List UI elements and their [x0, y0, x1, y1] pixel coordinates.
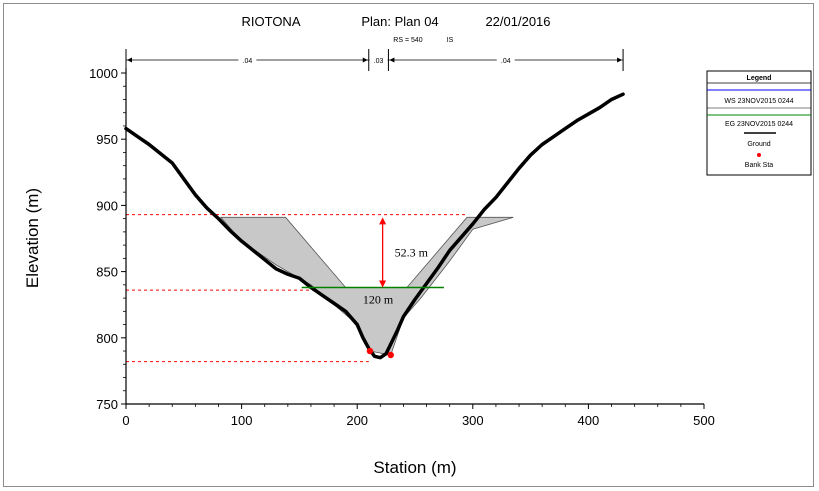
legend-ws-label: WS 23NOV2015 0244	[724, 98, 793, 105]
x-tick-label: 200	[346, 413, 368, 428]
x-axis-label: Station (m)	[373, 458, 456, 477]
legend-ground-label: Ground	[747, 141, 770, 148]
header-is-label: IS	[447, 37, 454, 44]
chart-frame	[3, 3, 814, 487]
manning-bracket: .04 .03 .04	[125, 49, 624, 71]
legend-bank-label: Bank Sta	[745, 162, 774, 169]
annotations: 52.3 m 120 m	[363, 217, 429, 306]
ground-series-line	[124, 92, 625, 360]
legend: Legend WS 23NOV2015 0244 EG 23NOV2015 02…	[706, 70, 812, 176]
x-tick-label: 100	[231, 413, 253, 428]
y-tick-label: 750	[96, 397, 118, 412]
manning-label-bg	[496, 55, 515, 64]
manning-arrowhead	[389, 57, 395, 63]
y-tick-label: 950	[96, 132, 118, 147]
manning-label-bg	[238, 55, 257, 64]
bank-station-point	[366, 347, 374, 355]
x-tick-label: 400	[578, 413, 600, 428]
height-annotation-label: 52.3 m	[395, 245, 429, 259]
header-rs-label: RS = 540	[393, 37, 422, 44]
header-project: RIOTONA	[242, 14, 301, 29]
manning-label: .04	[501, 58, 511, 65]
manning-arrowhead	[362, 57, 368, 63]
header-plan: Plan: Plan 04	[361, 14, 438, 29]
y-axis-label: Elevation (m)	[23, 188, 42, 288]
y-tick-label: 1000	[89, 66, 118, 81]
width-annotation-label: 120 m	[363, 292, 394, 306]
legend-eg-label: EG 23NOV2015 0244	[725, 121, 793, 128]
x-tick-label: 300	[462, 413, 484, 428]
fill-area	[219, 216, 514, 356]
x-tick-label: 500	[693, 413, 715, 428]
legend-bank-swatch	[757, 153, 761, 157]
manning-arrowhead	[127, 57, 132, 63]
legend-box	[706, 70, 812, 176]
y-tick-label: 850	[96, 265, 118, 280]
legend-title: Legend	[747, 75, 772, 82]
bank-stations	[366, 347, 394, 359]
y-tick-label: 900	[96, 198, 118, 213]
manning-label-bg	[369, 55, 388, 64]
height-arrow-head-top	[379, 217, 387, 225]
height-arrow-head-bottom	[379, 280, 387, 288]
manning-label: .04	[243, 58, 253, 65]
bank-station-point	[387, 351, 394, 359]
header-date: 22/01/2016	[485, 14, 550, 29]
manning-label: .03	[374, 58, 384, 65]
x-tick-label: 0	[122, 413, 129, 428]
y-tick-label: 800	[96, 331, 118, 346]
axes: 0 100 200 300 400 500 750 800 850 900 950 1000	[89, 66, 715, 428]
manning-arrowhead	[617, 57, 623, 63]
